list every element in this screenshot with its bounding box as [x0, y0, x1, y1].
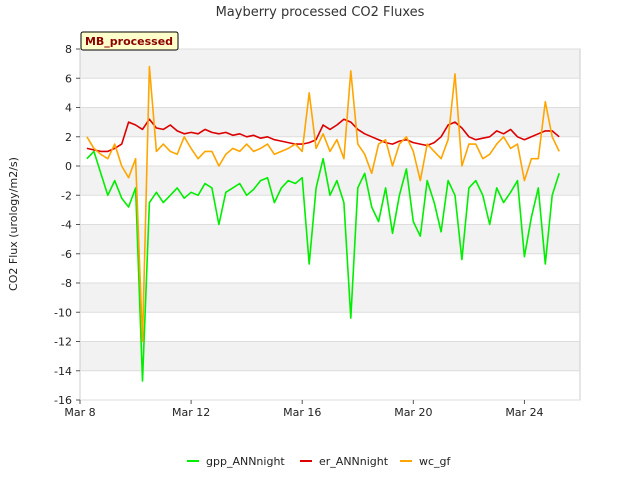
- legend-label-wc_gf: wc_gf: [419, 455, 452, 468]
- y-tick-label: -12: [54, 336, 72, 349]
- plot-band: [80, 370, 580, 400]
- series-lines: [86, 65, 560, 382]
- x-tick-label: Mar 20: [394, 406, 432, 419]
- dataset-tag: MB_processed: [80, 31, 179, 51]
- legend-label-er_ANNnight: er_ANNnight: [319, 455, 389, 468]
- plot-band: [80, 78, 580, 108]
- plot-background: [80, 49, 580, 400]
- plot-band: [80, 253, 580, 283]
- x-tick-label: Mar 12: [172, 406, 210, 419]
- y-tick-label: 4: [65, 102, 72, 115]
- y-tick-label: -6: [61, 248, 72, 261]
- y-tick-label: 0: [65, 160, 72, 173]
- series-line-gpp_ANNnight: [86, 150, 560, 382]
- dataset-tag-box: [80, 31, 179, 51]
- y-axis-label: CO2 Flux (urology/m2/s): [7, 157, 20, 291]
- y-tick-label: 6: [65, 72, 72, 85]
- plot-band: [80, 312, 580, 342]
- plot-band: [80, 341, 580, 371]
- y-tick-label: -2: [61, 189, 72, 202]
- x-tick-label: Mar 16: [283, 406, 321, 419]
- plot-band: [80, 224, 580, 254]
- chart-title: Mayberry processed CO2 Fluxes: [216, 5, 425, 20]
- dataset-tag-label: MB_processed: [85, 35, 173, 48]
- x-tick-label: Mar 24: [505, 406, 543, 419]
- y-tick-label: -8: [61, 277, 72, 290]
- y-tick-label: 8: [65, 43, 72, 56]
- legend: gpp_ANNnight er_ANNnight wc_gf: [187, 455, 452, 468]
- plot-band: [80, 195, 580, 225]
- plot-band: [80, 166, 580, 196]
- y-tick-label: -16: [54, 394, 72, 407]
- x-axis-ticks: Mar 8 Mar 12 Mar 16 Mar 20 Mar 24: [64, 400, 544, 419]
- legend-label-gpp_ANNnight: gpp_ANNnight: [206, 455, 285, 468]
- series-line-er_ANNnight: [86, 118, 560, 153]
- x-tick-label: Mar 8: [64, 406, 95, 419]
- y-tick-label: -4: [61, 219, 72, 232]
- plot-band: [80, 49, 580, 79]
- y-tick-label: -10: [54, 306, 72, 319]
- y-tick-label: -14: [54, 365, 72, 378]
- plot-band: [80, 283, 580, 313]
- y-tick-label: 2: [65, 131, 72, 144]
- series-line-wc_gf: [86, 65, 560, 343]
